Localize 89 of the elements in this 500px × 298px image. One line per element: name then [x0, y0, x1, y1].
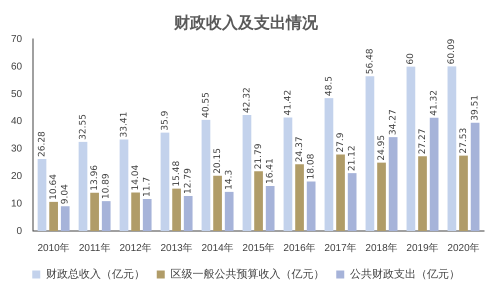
data-label: 60 — [406, 52, 416, 65]
bar — [406, 66, 416, 231]
data-label: 35.9 — [160, 110, 170, 131]
bar — [366, 76, 374, 231]
bar — [224, 192, 234, 231]
data-label: 56.48 — [365, 48, 376, 74]
data-label: 26.28 — [37, 130, 48, 157]
bar — [295, 164, 304, 231]
data-label: 48.5 — [324, 76, 334, 96]
y-tick-label: 10 — [11, 198, 23, 210]
data-label: 9.04 — [60, 184, 71, 204]
bar — [254, 171, 263, 231]
data-label: 20.15 — [212, 148, 223, 174]
data-label: 42.32 — [242, 87, 252, 114]
data-label: 27.53 — [458, 128, 469, 154]
data-label: 39.51 — [470, 94, 480, 121]
data-label: 14.04 — [130, 164, 141, 191]
data-label: 21.12 — [347, 145, 358, 172]
data-label: 12.79 — [184, 168, 194, 194]
chart-title: 财政收入及支出情况 — [173, 12, 319, 32]
bar — [131, 192, 140, 231]
data-label: 10.64 — [48, 174, 59, 200]
legend-label: 区级一般公共预算收入（亿元） — [170, 267, 324, 280]
x-tick-label: 2014年 — [201, 242, 234, 254]
bar — [49, 202, 58, 231]
x-tick-label: 2018年 — [365, 242, 398, 254]
bar — [213, 176, 222, 231]
bar — [336, 154, 345, 231]
y-tick-label: 0 — [16, 226, 23, 237]
data-label: 21.79 — [254, 143, 264, 170]
data-label: 16.41 — [266, 158, 276, 184]
bar — [459, 156, 468, 231]
bar — [160, 132, 170, 231]
x-tick-label: 2012年 — [119, 242, 152, 254]
bar — [430, 118, 438, 231]
bar — [242, 115, 252, 231]
data-label: 10.89 — [102, 173, 112, 200]
bar — [120, 139, 128, 231]
bar — [90, 192, 99, 231]
data-label: 13.96 — [90, 164, 100, 191]
data-label: 27.9 — [336, 132, 346, 153]
x-tick-label: 2015年 — [242, 242, 275, 254]
bar — [470, 122, 480, 231]
data-label: 40.55 — [201, 92, 212, 118]
y-tick-label: 20 — [11, 170, 23, 182]
x-tick-label: 2011年 — [78, 242, 110, 254]
legend-label: 公共财政支出（亿元） — [350, 267, 460, 280]
bar — [78, 142, 88, 231]
bar — [172, 188, 181, 231]
bar — [284, 118, 292, 231]
data-label: 27.27 — [418, 128, 428, 154]
data-label: 60.09 — [447, 38, 458, 64]
bar — [142, 198, 152, 231]
data-label: 24.37 — [294, 136, 305, 162]
bar — [266, 186, 275, 231]
data-label: 41.32 — [429, 90, 440, 116]
bar — [60, 206, 70, 231]
data-label: 11.7 — [142, 176, 153, 197]
bar — [184, 196, 193, 231]
y-tick-label: 30 — [11, 144, 23, 155]
x-tick-label: 2010年 — [37, 242, 70, 254]
bar — [102, 201, 111, 231]
y-tick-label: 70 — [11, 34, 23, 45]
bar — [388, 137, 398, 231]
data-label: 41.42 — [283, 90, 294, 116]
bar — [324, 98, 334, 231]
data-label: 32.55 — [78, 114, 88, 140]
y-tick-label: 50 — [11, 88, 23, 100]
bar — [348, 173, 357, 231]
bar — [418, 156, 427, 231]
data-label: 14.3 — [224, 170, 235, 190]
x-tick-label: 2013年 — [160, 242, 193, 254]
data-label: 33.41 — [119, 112, 130, 138]
x-tick-label: 2017年 — [324, 242, 357, 254]
x-tick-label: 2016年 — [283, 242, 316, 254]
y-tick-label: 40 — [11, 116, 23, 128]
bar — [306, 181, 316, 231]
x-tick-label: 2020年 — [447, 242, 480, 254]
bar — [448, 66, 456, 231]
bar — [202, 120, 210, 231]
data-label: 34.27 — [388, 109, 398, 136]
data-label: 18.08 — [306, 153, 317, 180]
data-label: 24.95 — [376, 134, 387, 161]
x-tick-label: 2019年 — [406, 242, 439, 254]
data-label: 15.48 — [172, 160, 182, 187]
legend-label: 财政总收入（亿元） — [46, 267, 145, 280]
bar — [38, 158, 46, 231]
y-tick-label: 60 — [11, 61, 23, 72]
bar — [377, 162, 386, 231]
